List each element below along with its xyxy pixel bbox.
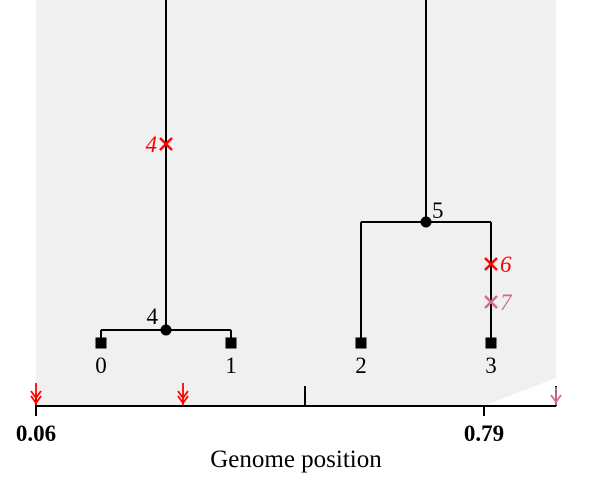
- mutation-7-marker: [484, 295, 498, 309]
- site-marker-left: [30, 383, 42, 405]
- leaf-0-marker: [95, 337, 107, 349]
- axis-label-right: 0.79: [464, 421, 504, 446]
- leaf-3-label: 3: [485, 353, 497, 378]
- mutation-6-label: 6: [500, 252, 512, 277]
- axis-label-left: 0.06: [16, 421, 56, 446]
- site-marker-right: [550, 387, 562, 405]
- leaf-1-marker: [225, 337, 237, 349]
- mutation-7-label: 7: [500, 290, 513, 315]
- axis-title: Genome position: [210, 446, 382, 473]
- leaf-1-label: 1: [225, 353, 237, 378]
- site-marker-middle: [177, 383, 189, 405]
- leaf-2-label: 2: [355, 353, 367, 378]
- internal-node-4-marker: [160, 324, 172, 336]
- mutation-4-marker: [159, 137, 173, 151]
- plot-background: [36, 0, 556, 405]
- mutation-6-marker: [484, 257, 498, 271]
- internal-node-5-label: 5: [432, 198, 444, 223]
- mutation-4-label: 4: [146, 132, 158, 157]
- leaf-0-label: 0: [95, 353, 107, 378]
- leaf-3-marker: [485, 337, 497, 349]
- leaf-2-marker: [355, 337, 367, 349]
- internal-node-4-label: 4: [147, 304, 159, 329]
- internal-node-5-marker: [420, 216, 432, 228]
